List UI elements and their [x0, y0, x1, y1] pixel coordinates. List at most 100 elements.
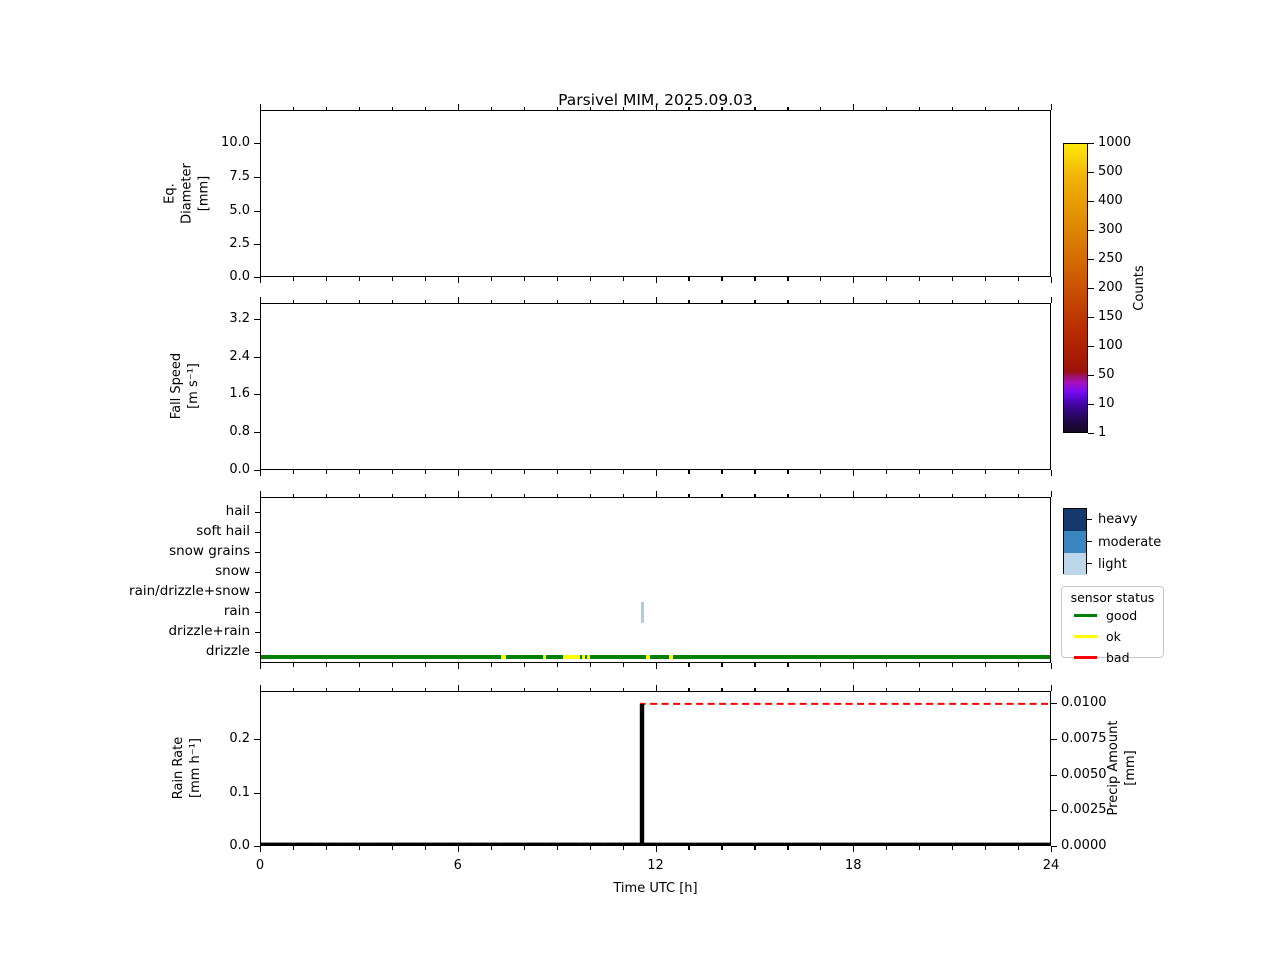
x-tick: [688, 106, 690, 110]
y-tick: [254, 431, 260, 434]
x-tick: [589, 663, 591, 667]
y-tick: [1051, 846, 1057, 848]
x-tick: [260, 846, 262, 852]
x-tick: [424, 106, 426, 110]
x-tick: [556, 277, 558, 281]
y-tick: [254, 792, 260, 795]
x-tick: [985, 846, 987, 850]
y-tick-label: 0.1: [229, 784, 250, 800]
category-tick: [255, 551, 260, 554]
x-tick: [490, 687, 492, 691]
y-tick-label: 7.5: [229, 168, 250, 184]
x-tick: [523, 299, 525, 303]
x-tick: [556, 299, 558, 303]
x-tick: [358, 277, 361, 281]
x-tick: [919, 299, 921, 303]
y-tick-label: 1.6: [229, 386, 250, 401]
panel-eq-diameter: [260, 110, 1051, 277]
x-tick: [688, 663, 690, 667]
x-tick: [919, 846, 921, 850]
category-tick: [255, 612, 260, 614]
x-tick: [391, 687, 394, 691]
x-tick: [754, 106, 756, 110]
y-tick-label: 0.8: [229, 423, 250, 439]
x-tick: [1018, 687, 1020, 691]
x-tick: [391, 846, 394, 850]
x-tick: [985, 470, 987, 474]
x-tick: [391, 277, 394, 281]
x-tick: [622, 277, 624, 281]
x-tick: [391, 106, 394, 110]
x-tick-label: 0: [255, 858, 265, 873]
intensity-label-light: light: [1098, 557, 1127, 572]
x-tick: [556, 493, 558, 497]
x-tick: [523, 493, 525, 497]
y-tick: [1051, 739, 1057, 741]
x-tick: [853, 663, 855, 669]
x-tick: [820, 663, 822, 667]
x-tick: [589, 299, 591, 303]
x-tick: [358, 470, 361, 474]
category-label: drizzle+rain: [168, 623, 250, 639]
x-tick: [490, 846, 492, 850]
x-tick: [754, 846, 756, 850]
x-tick: [457, 104, 459, 110]
status-line-ok-segment: [645, 655, 650, 659]
x-tick: [1018, 106, 1020, 110]
x-tick: [853, 277, 855, 283]
x-tick: [1018, 846, 1020, 850]
x-tick: [1051, 491, 1053, 497]
x-tick: [457, 470, 459, 476]
x-tick: [1051, 846, 1053, 852]
x-tick: [292, 277, 295, 281]
legend-label-good: good: [1106, 608, 1138, 623]
x-tick-label: 12: [647, 858, 664, 873]
x-tick: [622, 470, 624, 474]
x-tick: [325, 663, 328, 667]
x-tick: [886, 470, 888, 474]
x-tick: [556, 846, 558, 850]
x-tick: [952, 846, 954, 850]
y-tick-label: 0.0000: [1061, 838, 1107, 853]
category-label: rain: [223, 603, 250, 619]
x-tick: [754, 470, 756, 474]
x-tick: [952, 299, 954, 303]
x-tick: [424, 470, 426, 474]
x-tick: [1051, 277, 1053, 283]
x-tick: [787, 470, 789, 474]
y-tick-label: 0.0050: [1061, 767, 1107, 782]
y-tick: [254, 143, 260, 145]
x-tick: [853, 685, 855, 691]
x-tick: [622, 687, 624, 691]
x-tick: [820, 277, 822, 281]
x-tick: [688, 277, 690, 281]
x-tick: [490, 470, 492, 474]
category-label: drizzle: [205, 642, 250, 659]
x-tick: [919, 277, 921, 281]
y-tick-label: 0.0025: [1061, 802, 1107, 818]
status-line-ok-segment: [542, 655, 547, 659]
y-tick-label: 10.0: [221, 135, 250, 151]
intensity-legend-tick: [1087, 519, 1092, 521]
y-tick: [254, 739, 260, 741]
x-tick: [325, 470, 328, 474]
x-tick: [886, 846, 888, 850]
y-tick-label: 0.0: [229, 462, 250, 477]
x-tick: [754, 277, 756, 281]
x-tick: [688, 299, 690, 303]
intensity-legend-tick: [1087, 541, 1092, 543]
x-tick: [490, 663, 492, 667]
x-tick: [1018, 470, 1020, 474]
colorbar-tick: [1088, 172, 1094, 174]
colorbar-tick-label: 500: [1098, 164, 1123, 179]
x-tick: [260, 491, 262, 497]
colorbar-tick: [1088, 404, 1094, 406]
x-tick: [622, 299, 624, 303]
x-tick: [1051, 470, 1053, 476]
y-tick-label: 5.0: [229, 203, 250, 219]
colorbar-tick-label: 250: [1098, 251, 1123, 266]
x-tick: [985, 493, 987, 497]
y-tick-label: 0.0075: [1061, 731, 1107, 747]
category-label: hail: [225, 503, 250, 519]
